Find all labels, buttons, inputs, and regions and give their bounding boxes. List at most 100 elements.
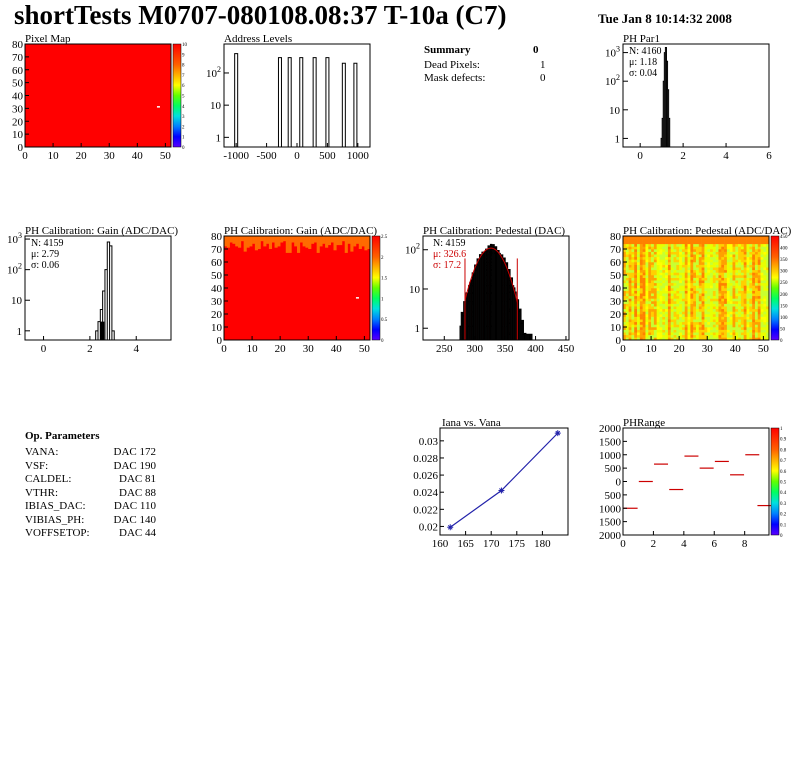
heatmap-cell (707, 327, 711, 330)
heatmap-cell (766, 329, 770, 333)
x-tick-label: 50 (160, 150, 172, 162)
heatmap-cell (665, 301, 669, 304)
heatmap-cell (651, 334, 655, 338)
histogram-peak (299, 57, 304, 147)
heatmap-cell (667, 324, 672, 328)
heatmap-cell (648, 277, 652, 281)
heatmap-cell (684, 282, 688, 286)
heatmap-cell (698, 308, 702, 312)
heatmap-cell (710, 282, 714, 286)
heatmap-cell (679, 334, 683, 338)
heatmap-cell (628, 277, 632, 281)
heatmap-cell (710, 277, 714, 281)
tick-label: 10 (210, 100, 222, 112)
heatmap-cell (763, 275, 767, 278)
heatmap-cell (631, 314, 635, 317)
heatmap-cell (749, 275, 753, 278)
stats-line: μ: 326.6 (433, 249, 466, 260)
heatmap-cell (726, 311, 730, 315)
heatmap-cell (642, 311, 646, 315)
heatmap-cell (676, 316, 680, 320)
heatmap-cell (721, 269, 725, 273)
heatmap-cell (718, 319, 722, 323)
heatmap-cell (670, 306, 674, 310)
heatmap-cell (712, 324, 716, 328)
heatmap-cell (634, 303, 638, 307)
heatmap-cell (662, 267, 666, 271)
heatmap-cell (724, 290, 728, 294)
heatmap-cell (687, 238, 691, 242)
heatmap-cell (673, 329, 677, 333)
heatmap-cell (752, 288, 756, 291)
heatmap-cell (760, 238, 764, 242)
heatmap-cell (735, 306, 739, 310)
heatmap-cell (665, 332, 669, 336)
heatmap-cell (710, 236, 714, 239)
heatmap-cell (712, 262, 716, 265)
heatmap-cell (738, 267, 742, 271)
heatmap-cell (704, 290, 708, 294)
heatmap-cell (667, 298, 672, 302)
heatmap-cell (752, 298, 756, 302)
heatmap-cell (738, 254, 742, 258)
heatmap-cell (659, 238, 663, 242)
heatmap-cell (687, 295, 691, 299)
heatmap-cell (634, 319, 638, 323)
heatmap-cell (726, 249, 730, 252)
heatmap-cell (676, 243, 680, 247)
heatmap-cell (637, 249, 641, 252)
heatmap-cell (724, 306, 728, 310)
heatmap-cell (684, 308, 688, 312)
heatmap-cell (676, 246, 680, 250)
heatmap-cell (763, 280, 767, 284)
x-tick-label: 170 (483, 538, 500, 550)
heatmap-cell (645, 272, 649, 276)
heatmap-cell (704, 301, 708, 304)
heatmap-cell (763, 324, 767, 328)
heatmap-cell (754, 308, 759, 312)
heatmap-cell (754, 334, 759, 338)
heatmap-cell (639, 246, 643, 250)
heatmap-cell (718, 337, 722, 341)
heatmap-cell (344, 236, 348, 253)
heatmap-cell (710, 238, 714, 242)
heatmap-cell (679, 238, 683, 242)
heatmap-cell (738, 316, 742, 320)
heatmap-cell (645, 319, 649, 323)
heatmap-cell (642, 246, 646, 250)
heatmap-cell (656, 280, 660, 284)
heatmap-cell (693, 316, 697, 320)
heatmap-cell (746, 280, 750, 284)
heatmap-cell (766, 275, 770, 278)
heatmap-cell (763, 306, 767, 310)
heatmap-cell (653, 249, 657, 252)
heatmap-cell (726, 272, 730, 276)
heatmap-cell (687, 327, 691, 330)
heatmap-cell (336, 236, 340, 246)
heatmap-cell (754, 236, 759, 239)
heatmap-cell (732, 319, 736, 323)
heatmap-cell (746, 272, 750, 276)
heatmap-cell (676, 303, 680, 307)
heatmap-cell (740, 288, 745, 291)
heatmap-cell (623, 321, 627, 325)
heatmap-cell (696, 238, 700, 242)
heatmap-cell (681, 256, 686, 260)
heatmap-cell (665, 319, 669, 323)
heatmap-cell (693, 269, 697, 273)
heatmap-cell (698, 301, 702, 304)
tick-label: 1 (615, 133, 621, 145)
heatmap-cell (746, 334, 750, 338)
heatmap-cell (718, 321, 722, 325)
heatmap-cell (358, 236, 362, 249)
heatmap-cell (701, 243, 705, 247)
heatmap-cell (743, 267, 747, 271)
page-title: shortTests M0707-080108.08:37 T-10a (C7) (14, 0, 507, 30)
heatmap-cell (659, 311, 663, 315)
heatmap-cell (712, 298, 716, 302)
heatmap-cell (710, 316, 714, 320)
heatmap-cell (642, 319, 646, 323)
heatmap-cell (721, 259, 725, 263)
heatmap-cell (670, 236, 674, 239)
heatmap-cell (623, 298, 627, 302)
